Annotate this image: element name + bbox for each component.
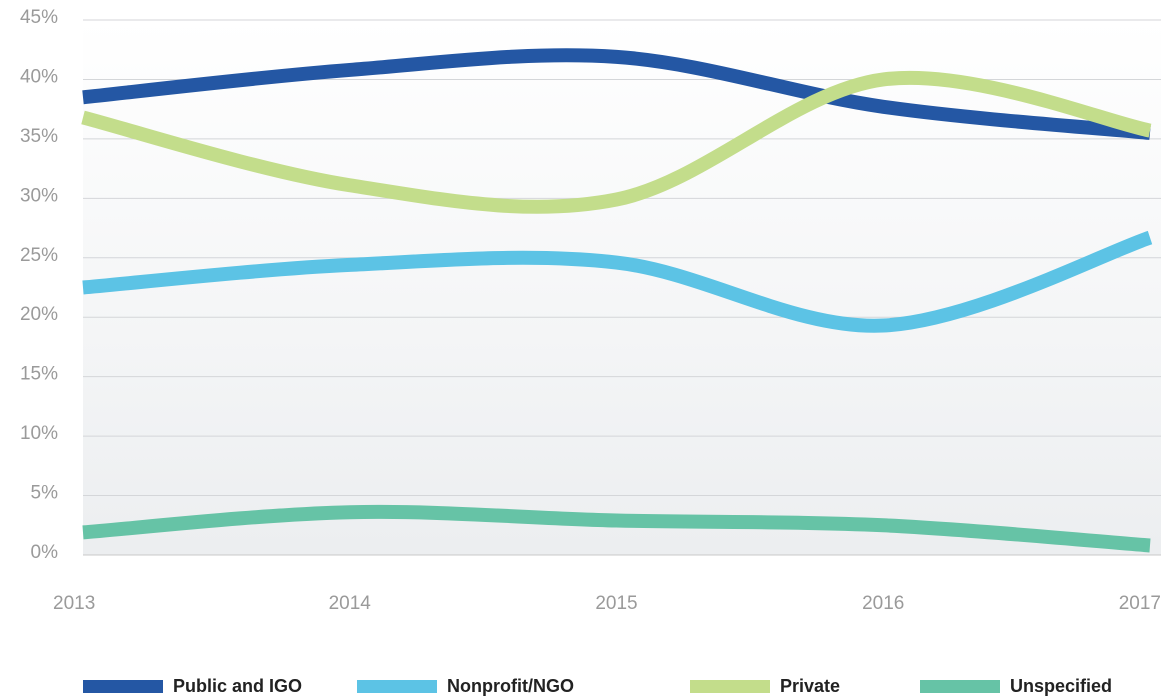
y-tick-label: 20% <box>20 304 58 325</box>
legend-swatch <box>357 680 437 693</box>
y-tick-label: 30% <box>20 185 58 206</box>
x-tick-label: 2013 <box>53 593 95 614</box>
series-line <box>82 230 1153 333</box>
y-tick-label: 5% <box>31 483 59 504</box>
y-tick-label: 35% <box>20 126 58 147</box>
legend-swatch <box>920 680 1000 693</box>
legend-label: Public and IGO <box>173 676 302 696</box>
legend-label: Unspecified <box>1010 676 1112 696</box>
legend-swatch <box>83 680 163 693</box>
y-tick-label: 25% <box>20 245 58 266</box>
y-tick-label: 40% <box>20 66 58 87</box>
legend-swatch <box>690 680 770 693</box>
y-tick-label: 0% <box>31 542 59 563</box>
y-tick-label: 45% <box>20 7 58 28</box>
legend-label: Nonprofit/NGO <box>447 676 574 696</box>
legend-label: Private <box>780 676 840 696</box>
x-tick-label: 2017 <box>1119 593 1161 614</box>
y-tick-label: 10% <box>20 423 58 444</box>
plot-background <box>83 20 1161 555</box>
x-tick-label: 2015 <box>595 593 637 614</box>
y-tick-label: 15% <box>20 364 58 385</box>
series-line <box>81 70 1152 214</box>
x-tick-label: 2014 <box>329 593 372 614</box>
series-line <box>82 504 1151 553</box>
series-line <box>82 48 1151 140</box>
x-tick-label: 2016 <box>862 593 904 614</box>
